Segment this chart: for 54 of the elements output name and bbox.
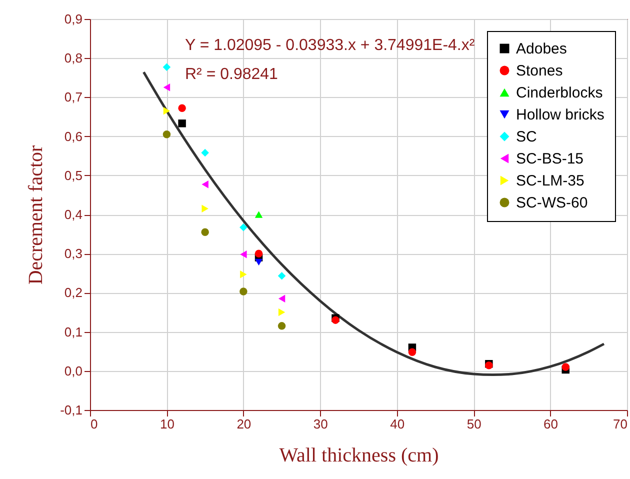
y-tick-label: -0,1 bbox=[60, 402, 82, 418]
legend-label: Hollow bricks bbox=[516, 106, 604, 124]
point bbox=[278, 322, 286, 330]
x-axis-title: Wall thickness (cm) bbox=[279, 444, 439, 466]
x-tick-label: 20 bbox=[236, 416, 252, 432]
point bbox=[240, 270, 247, 278]
point bbox=[254, 250, 263, 258]
y-tick-label: 0,3 bbox=[64, 246, 82, 262]
y-tick-label: 0,6 bbox=[64, 128, 82, 144]
point bbox=[202, 180, 208, 188]
point bbox=[178, 104, 186, 112]
x-tick-label: 30 bbox=[313, 416, 328, 432]
y-axis-title: Decrement factor bbox=[25, 144, 48, 285]
point bbox=[408, 348, 416, 356]
annotation: R² = 0.98241 bbox=[185, 66, 278, 83]
legend-label: SC-LM-35 bbox=[516, 172, 584, 190]
point bbox=[162, 130, 171, 138]
point bbox=[254, 211, 263, 218]
point bbox=[201, 228, 209, 236]
point bbox=[254, 258, 263, 266]
y-tick-label: 0,1 bbox=[64, 324, 82, 340]
point bbox=[163, 107, 170, 115]
y-tick-label: 0,7 bbox=[64, 90, 82, 105]
y-tick-label: 0,0 bbox=[64, 363, 82, 378]
y-tick-label: 0,2 bbox=[64, 285, 82, 300]
y-tick-label: 0,9 bbox=[64, 12, 82, 26]
x-tick-label: 60 bbox=[544, 416, 558, 432]
legend-label: Cinderblocks bbox=[516, 84, 603, 102]
x-tick-label: 50 bbox=[466, 416, 482, 432]
x-tick-label: 40 bbox=[390, 416, 405, 432]
legend-label: Adobes bbox=[516, 40, 567, 58]
legend-label: Stones bbox=[516, 62, 563, 80]
point bbox=[240, 288, 248, 296]
point bbox=[240, 250, 247, 258]
legend-label: SC-WS-60 bbox=[516, 194, 588, 212]
y-tick-label: 0,4 bbox=[64, 207, 82, 222]
x-tick-label: 10 bbox=[160, 416, 174, 432]
x-tick-label: 0 bbox=[90, 416, 98, 432]
y-tick-label: 0,5 bbox=[64, 168, 82, 183]
annotation: Y = 1.02095 - 0.03933.x + 3.74991E-4.x² bbox=[185, 37, 476, 54]
point bbox=[178, 120, 186, 128]
point bbox=[201, 148, 209, 157]
legend-label: SC-BS-15 bbox=[516, 150, 584, 168]
point bbox=[162, 63, 171, 71]
point bbox=[278, 294, 286, 302]
y-tick-label: 0,8 bbox=[64, 50, 82, 66]
point bbox=[562, 363, 570, 371]
point bbox=[278, 272, 286, 280]
point bbox=[163, 84, 170, 92]
point bbox=[278, 308, 286, 316]
legend-label: SC bbox=[516, 128, 538, 146]
point bbox=[202, 204, 208, 213]
point bbox=[240, 224, 248, 232]
x-tick-label: 70 bbox=[613, 416, 628, 432]
